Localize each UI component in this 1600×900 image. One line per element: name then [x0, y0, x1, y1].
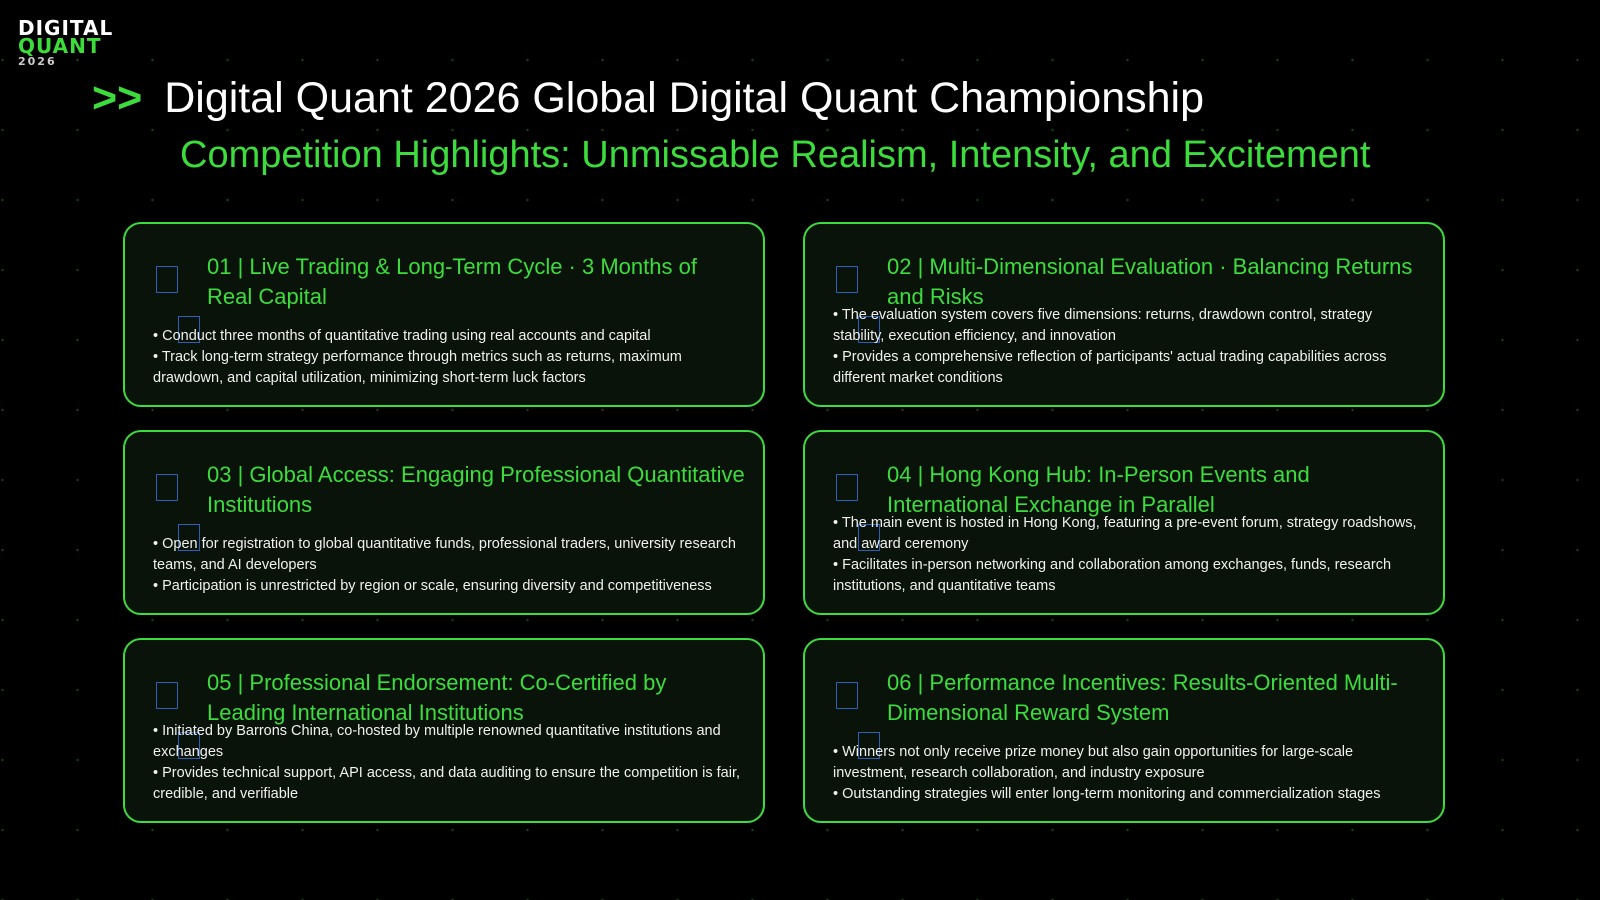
card-body: • Initiated by Barrons China, co-hosted …	[153, 721, 741, 805]
missing-glyph-icon	[858, 732, 880, 759]
logo: DIGITAL QUANT 2026	[18, 18, 113, 67]
logo-line-2: QUANT	[18, 34, 102, 58]
card-title: 04 | Hong Kong Hub: In-Person Events and…	[887, 462, 1310, 517]
title-text: Digital Quant 2026 Global Digital Quant …	[164, 74, 1205, 122]
missing-glyph-icon	[156, 474, 178, 501]
card-title: 02 | Multi-Dimensional Evaluation · Bala…	[887, 254, 1413, 309]
highlight-card: 03 | Global Access: Engaging Professiona…	[123, 430, 765, 615]
card-body: • The evaluation system covers five dime…	[833, 305, 1421, 389]
bullet: • Facilitates in-person networking and c…	[833, 557, 1392, 594]
missing-glyph-icon	[178, 524, 200, 551]
bullet: • Track long-term strategy performance t…	[153, 349, 682, 386]
missing-glyph-icon	[156, 682, 178, 709]
missing-glyph-icon	[858, 524, 880, 551]
bullet: • Provides technical support, API access…	[153, 765, 741, 802]
card-title: 06 | Performance Incentives: Results-Ori…	[887, 670, 1398, 725]
card-title: 05 | Professional Endorsement: Co-Certif…	[207, 670, 667, 725]
highlight-card: 01 | Live Trading & Long-Term Cycle · 3 …	[123, 222, 765, 407]
logo-line-3: 2026	[18, 55, 57, 68]
missing-glyph-icon	[178, 316, 200, 343]
bullet: • The evaluation system covers five dime…	[833, 307, 1373, 344]
bullet: • Provides a comprehensive reflection of…	[833, 349, 1387, 386]
page-title: >> Digital Quant 2026 Global Digital Quan…	[92, 74, 1204, 123]
arrow-icon: >>	[92, 74, 143, 122]
missing-glyph-icon	[858, 316, 880, 343]
missing-glyph-icon	[836, 266, 858, 293]
highlight-card: 06 | Performance Incentives: Results-Ori…	[803, 638, 1445, 823]
bullet: • Outstanding strategies will enter long…	[833, 786, 1381, 802]
missing-glyph-icon	[836, 682, 858, 709]
logo-line-1: DIGITAL	[18, 16, 114, 40]
card-body: • Winners not only receive prize money b…	[833, 742, 1421, 805]
missing-glyph-icon	[836, 474, 858, 501]
card-body: • Open for registration to global quanti…	[153, 534, 741, 597]
missing-glyph-icon	[178, 732, 200, 759]
bullet: • Winners not only receive prize money b…	[833, 744, 1354, 781]
missing-glyph-icon	[156, 266, 178, 293]
bullet: • Open for registration to global quanti…	[153, 536, 736, 573]
bullet: • Participation is unrestricted by regio…	[153, 578, 712, 594]
bullet: • Initiated by Barrons China, co-hosted …	[153, 723, 721, 760]
card-body: • The main event is hosted in Hong Kong,…	[833, 513, 1421, 597]
highlight-card: 04 | Hong Kong Hub: In-Person Events and…	[803, 430, 1445, 615]
bullet: • The main event is hosted in Hong Kong,…	[833, 515, 1417, 552]
highlight-card: 02 | Multi-Dimensional Evaluation · Bala…	[803, 222, 1445, 407]
card-title: 03 | Global Access: Engaging Professiona…	[207, 462, 745, 517]
card-body: • Conduct three months of quantitative t…	[153, 326, 741, 389]
bullet: • Conduct three months of quantitative t…	[153, 328, 651, 344]
card-title: 01 | Live Trading & Long-Term Cycle · 3 …	[207, 254, 697, 309]
highlight-card: 05 | Professional Endorsement: Co-Certif…	[123, 638, 765, 823]
page-subtitle: Competition Highlights: Unmissable Reali…	[180, 134, 1371, 176]
